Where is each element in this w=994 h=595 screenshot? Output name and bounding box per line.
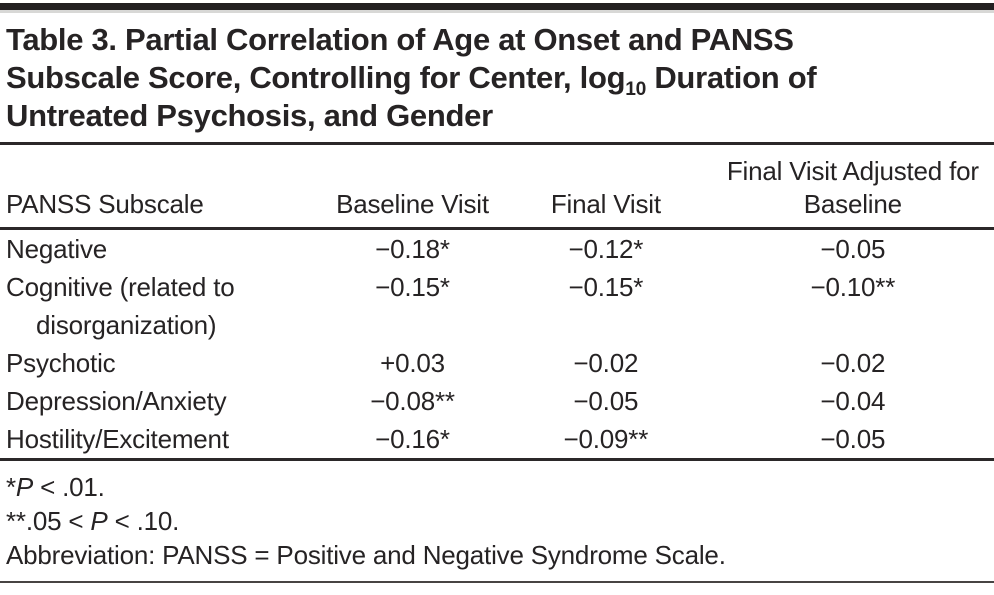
title-line-3: Untreated Psychosis, and Gender bbox=[6, 98, 493, 133]
column-header-baseline-visit: Baseline Visit bbox=[336, 189, 489, 219]
column-header-panss-subscale: PANSS Subscale bbox=[6, 189, 204, 219]
row-label: Hostility/Excitement bbox=[6, 424, 229, 454]
footnote-marker: * bbox=[6, 472, 16, 502]
cell-baseline-visit: −0.18* bbox=[375, 234, 450, 264]
cell-baseline-visit: +0.03 bbox=[380, 348, 445, 378]
footnote-marker: **.05 < bbox=[6, 506, 91, 536]
row-label: Depression/Anxiety bbox=[6, 386, 227, 416]
title-rule bbox=[0, 142, 994, 145]
cell-baseline-visit: −0.15* bbox=[375, 272, 450, 302]
table-row: Psychotic +0.03 −0.02 −0.02 bbox=[0, 344, 994, 382]
cell-final-visit-adjusted: −0.10** bbox=[810, 272, 896, 302]
table-row: Negative −0.18* −0.12* −0.05 bbox=[0, 230, 994, 268]
footnote-p-10: **.05 < P < .10. bbox=[6, 504, 988, 538]
footnote-p-symbol: P bbox=[90, 506, 108, 536]
cell-final-visit-adjusted: −0.02 bbox=[820, 348, 886, 378]
column-header-final-visit-adjusted: Final Visit Adjusted for Baseline bbox=[726, 156, 979, 219]
row-label: Cognitive (related to disorganization) bbox=[6, 272, 235, 340]
cell-final-visit: −0.09** bbox=[563, 424, 649, 454]
footnote-p-01: *P < .01. bbox=[6, 470, 988, 504]
table-footnotes: *P < .01. **.05 < P < .10. Abbreviation:… bbox=[0, 461, 994, 581]
top-rule-thick bbox=[0, 3, 994, 13]
table-row: Cognitive (related to disorganization) −… bbox=[0, 268, 994, 344]
footnote-p-symbol: P bbox=[15, 472, 34, 502]
cell-final-visit-adjusted: −0.05 bbox=[820, 424, 886, 454]
cell-baseline-visit: −0.16* bbox=[375, 424, 450, 454]
cell-final-visit-adjusted: −0.04 bbox=[820, 386, 886, 416]
table-figure: Table 3. Partial Correlation of Age at O… bbox=[0, 3, 994, 595]
footnote-threshold: < .10. bbox=[107, 506, 180, 536]
table-row: Hostility/Excitement −0.16* −0.09** −0.0… bbox=[0, 420, 994, 458]
footnote-abbreviation: Abbreviation: PANSS = Positive and Negat… bbox=[6, 540, 726, 570]
table-header-row: PANSS Subscale Baseline Visit Final Visi… bbox=[0, 145, 994, 230]
title-line-2-post: Duration of bbox=[646, 60, 817, 95]
row-label: Negative bbox=[6, 234, 108, 264]
table-title: Table 3. Partial Correlation of Age at O… bbox=[6, 21, 988, 135]
table-body-rule bbox=[0, 458, 994, 461]
cell-final-visit-adjusted: −0.05 bbox=[820, 234, 886, 264]
table-row: Depression/Anxiety −0.08** −0.05 −0.04 bbox=[0, 382, 994, 420]
footnote-threshold: < .01. bbox=[33, 472, 105, 502]
row-label: Psychotic bbox=[6, 348, 116, 378]
title-subscript: 10 bbox=[625, 79, 647, 101]
cell-final-visit: −0.05 bbox=[573, 386, 639, 416]
cell-final-visit: −0.15* bbox=[568, 272, 644, 302]
cell-baseline-visit: −0.08** bbox=[370, 386, 455, 416]
cell-final-visit: −0.12* bbox=[568, 234, 644, 264]
title-line-2-pre: Subscale Score, Controlling for Center, … bbox=[6, 60, 626, 95]
bottom-rule bbox=[0, 581, 994, 583]
cell-final-visit: −0.02 bbox=[573, 348, 639, 378]
title-line-1: Table 3. Partial Correlation of Age at O… bbox=[6, 22, 794, 57]
column-header-final-visit: Final Visit bbox=[550, 189, 661, 219]
